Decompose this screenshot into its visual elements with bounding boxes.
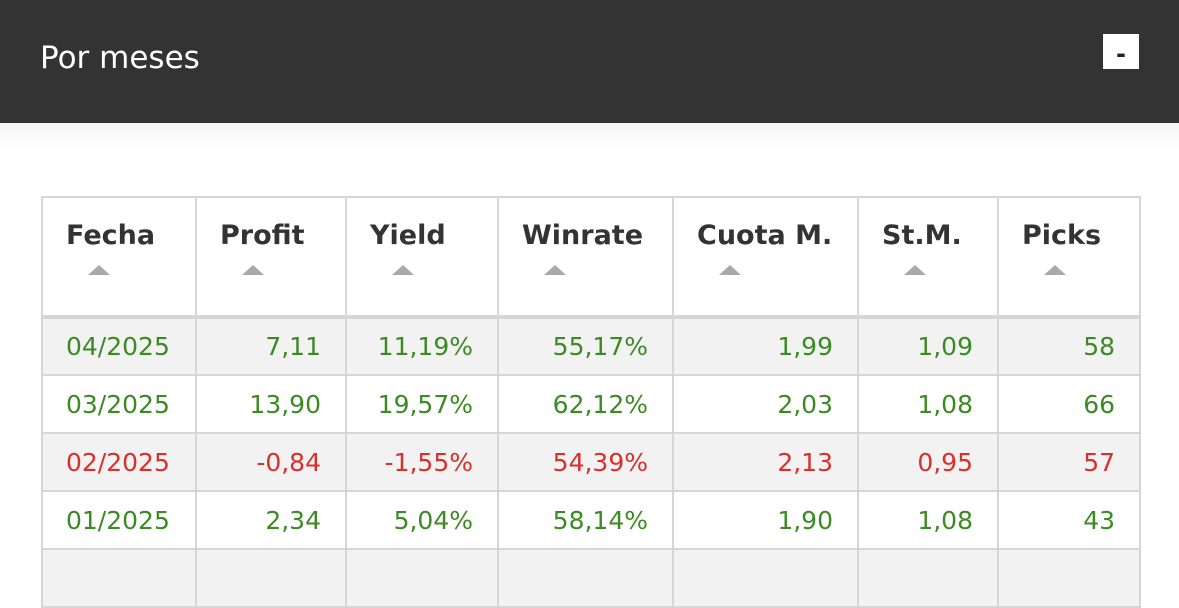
column-header-yield[interactable]: Yield	[345, 196, 499, 319]
cell-profit: 13,90	[195, 374, 347, 434]
table-header-row: Fecha Profit Yield Winrate Cuota M. St.M…	[41, 196, 1141, 319]
column-label: St.M.	[882, 220, 962, 251]
cell-empty	[997, 548, 1141, 608]
cell-winrate: 62,12%	[497, 374, 674, 434]
cell-winrate: 54,39%	[497, 432, 674, 492]
table-row: 01/2025 2,34 5,04% 58,14% 1,90 1,08 43	[41, 490, 1141, 550]
column-label: Profit	[220, 220, 305, 251]
cell-winrate: 58,14%	[497, 490, 674, 550]
cell-cuota: 1,90	[672, 490, 859, 550]
column-header-fecha[interactable]: Fecha	[41, 196, 197, 319]
sort-up-icon[interactable]	[392, 265, 414, 275]
column-header-winrate[interactable]: Winrate	[497, 196, 674, 319]
table-row-partial	[41, 548, 1141, 608]
panel-title: Por meses	[40, 40, 200, 76]
sort-up-icon[interactable]	[1044, 265, 1066, 275]
cell-stm: 1,08	[857, 374, 999, 434]
column-header-stm[interactable]: St.M.	[857, 196, 999, 319]
column-label: Fecha	[66, 220, 156, 251]
cell-fecha: 03/2025	[41, 374, 197, 434]
cell-picks: 58	[997, 316, 1141, 376]
sort-up-icon[interactable]	[719, 265, 741, 275]
cell-fecha: 04/2025	[41, 316, 197, 376]
table-row: 04/2025 7,11 11,19% 55,17% 1,99 1,09 58	[41, 316, 1141, 376]
cell-profit: -0,84	[195, 432, 347, 492]
cell-yield: 11,19%	[345, 316, 499, 376]
table-row: 03/2025 13,90 19,57% 62,12% 2,03 1,08 66	[41, 374, 1141, 434]
column-label: Winrate	[522, 220, 644, 251]
sort-up-icon[interactable]	[242, 265, 264, 275]
cell-empty	[672, 548, 859, 608]
column-header-profit[interactable]: Profit	[195, 196, 347, 319]
column-label: Yield	[370, 220, 446, 251]
sort-up-icon[interactable]	[88, 265, 110, 275]
cell-stm: 0,95	[857, 432, 999, 492]
cell-profit: 2,34	[195, 490, 347, 550]
column-label: Cuota M.	[697, 220, 833, 251]
cell-yield: -1,55%	[345, 432, 499, 492]
table-row: 02/2025 -0,84 -1,55% 54,39% 2,13 0,95 57	[41, 432, 1141, 492]
column-header-picks[interactable]: Picks	[997, 196, 1141, 319]
cell-empty	[195, 548, 347, 608]
cell-yield: 5,04%	[345, 490, 499, 550]
cell-picks: 57	[997, 432, 1141, 492]
cell-empty	[41, 548, 197, 608]
cell-stm: 1,08	[857, 490, 999, 550]
collapse-button[interactable]: -	[1103, 34, 1139, 69]
cell-cuota: 1,99	[672, 316, 859, 376]
cell-empty	[857, 548, 999, 608]
cell-stm: 1,09	[857, 316, 999, 376]
column-header-cuota[interactable]: Cuota M.	[672, 196, 859, 319]
sort-up-icon[interactable]	[904, 265, 926, 275]
cell-empty	[497, 548, 674, 608]
column-label: Picks	[1022, 220, 1102, 251]
cell-fecha: 02/2025	[41, 432, 197, 492]
cell-winrate: 55,17%	[497, 316, 674, 376]
cell-cuota: 2,03	[672, 374, 859, 434]
cell-picks: 43	[997, 490, 1141, 550]
panel-header: Por meses -	[0, 0, 1179, 123]
cell-picks: 66	[997, 374, 1141, 434]
cell-empty	[345, 548, 499, 608]
cell-yield: 19,57%	[345, 374, 499, 434]
monthly-stats-table: Fecha Profit Yield Winrate Cuota M. St.M…	[41, 196, 1141, 608]
header-shadow	[0, 123, 1179, 151]
cell-profit: 7,11	[195, 316, 347, 376]
sort-up-icon[interactable]	[544, 265, 566, 275]
cell-fecha: 01/2025	[41, 490, 197, 550]
cell-cuota: 2,13	[672, 432, 859, 492]
